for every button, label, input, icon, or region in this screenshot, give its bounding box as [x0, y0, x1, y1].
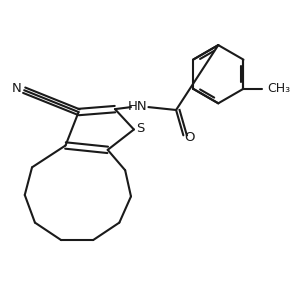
Text: S: S	[136, 122, 145, 135]
Text: O: O	[184, 131, 194, 144]
Text: CH₃: CH₃	[267, 82, 290, 95]
Text: HN: HN	[128, 100, 148, 113]
Text: N: N	[12, 82, 22, 95]
